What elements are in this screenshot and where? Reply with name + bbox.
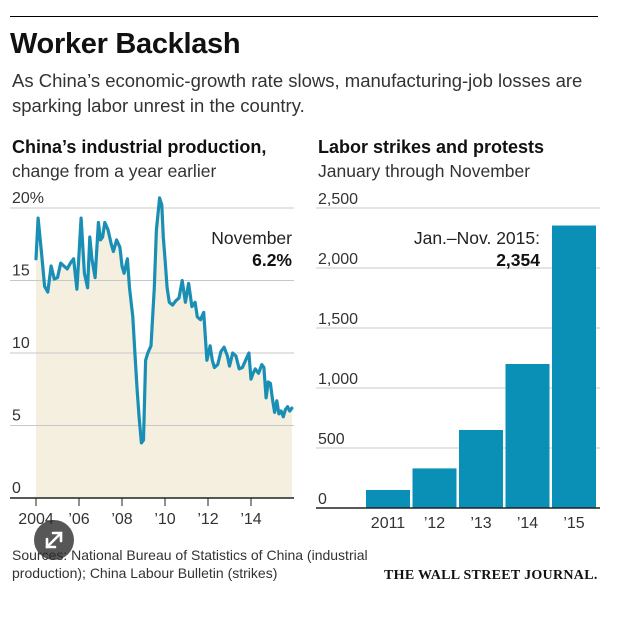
production-line (34, 196, 294, 445)
left-panel-subtitle: change from a year earlier (12, 161, 217, 181)
x-tick-label: ’12 (197, 511, 218, 528)
bar (505, 364, 550, 508)
annotation-value: 2,354 (496, 250, 540, 270)
x-tick-label: ’15 (563, 515, 584, 532)
y-tick-label: 5 (12, 408, 21, 425)
y-tick-label: 10 (12, 335, 30, 352)
x-tick-label: 2011 (371, 515, 406, 532)
right-panel-subtitle: January through November (318, 161, 531, 181)
y-tick-label: 20% (12, 190, 44, 207)
x-tick-label: ’08 (111, 511, 132, 528)
y-tick-label: 0 (318, 491, 327, 508)
headline: Worker Backlash (10, 28, 241, 60)
bar (459, 430, 503, 508)
x-tick-label: ’14 (240, 511, 261, 528)
bar (412, 468, 457, 508)
left-panel-title: China’s industrial production, (12, 137, 267, 157)
annotation-label: November (211, 228, 292, 248)
area-fill (36, 197, 292, 498)
y-tick-label: 2,500 (318, 191, 358, 208)
y-tick-label: 0 (12, 480, 21, 497)
y-tick-label: 1,500 (318, 311, 358, 328)
y-tick-label: 15 (12, 263, 30, 280)
y-tick-label: 1,000 (318, 371, 358, 388)
x-tick-label: ’13 (470, 515, 491, 532)
annotation-value: 6.2% (252, 250, 292, 270)
source-note: Sources: National Bureau of Statistics o… (12, 547, 368, 581)
y-tick-label: 2,000 (318, 251, 358, 268)
x-tick-label: ’14 (517, 515, 538, 532)
top-rule (10, 16, 598, 17)
bar (552, 225, 596, 508)
x-tick-label: ’12 (424, 515, 445, 532)
bar (366, 490, 410, 508)
dek: As China’s economic-growth rate slows, m… (12, 70, 583, 116)
y-tick-label: 500 (318, 431, 345, 448)
expand-button[interactable] (34, 520, 74, 560)
x-tick-label: ’06 (68, 511, 89, 528)
wsj-masthead: THE WALL STREET JOURNAL. (384, 568, 598, 583)
labor-strikes-chart: 2011 ’12 ’13 ’14 ’15 0 500 1,000 1,500 2,000 2,500… (316, 191, 600, 532)
right-panel-title: Labor strikes and protests (318, 137, 545, 157)
x-tick-label: ’10 (154, 511, 175, 528)
annotation-label: Jan.–Nov. 2015: (414, 228, 540, 248)
expand-icon (45, 531, 63, 549)
